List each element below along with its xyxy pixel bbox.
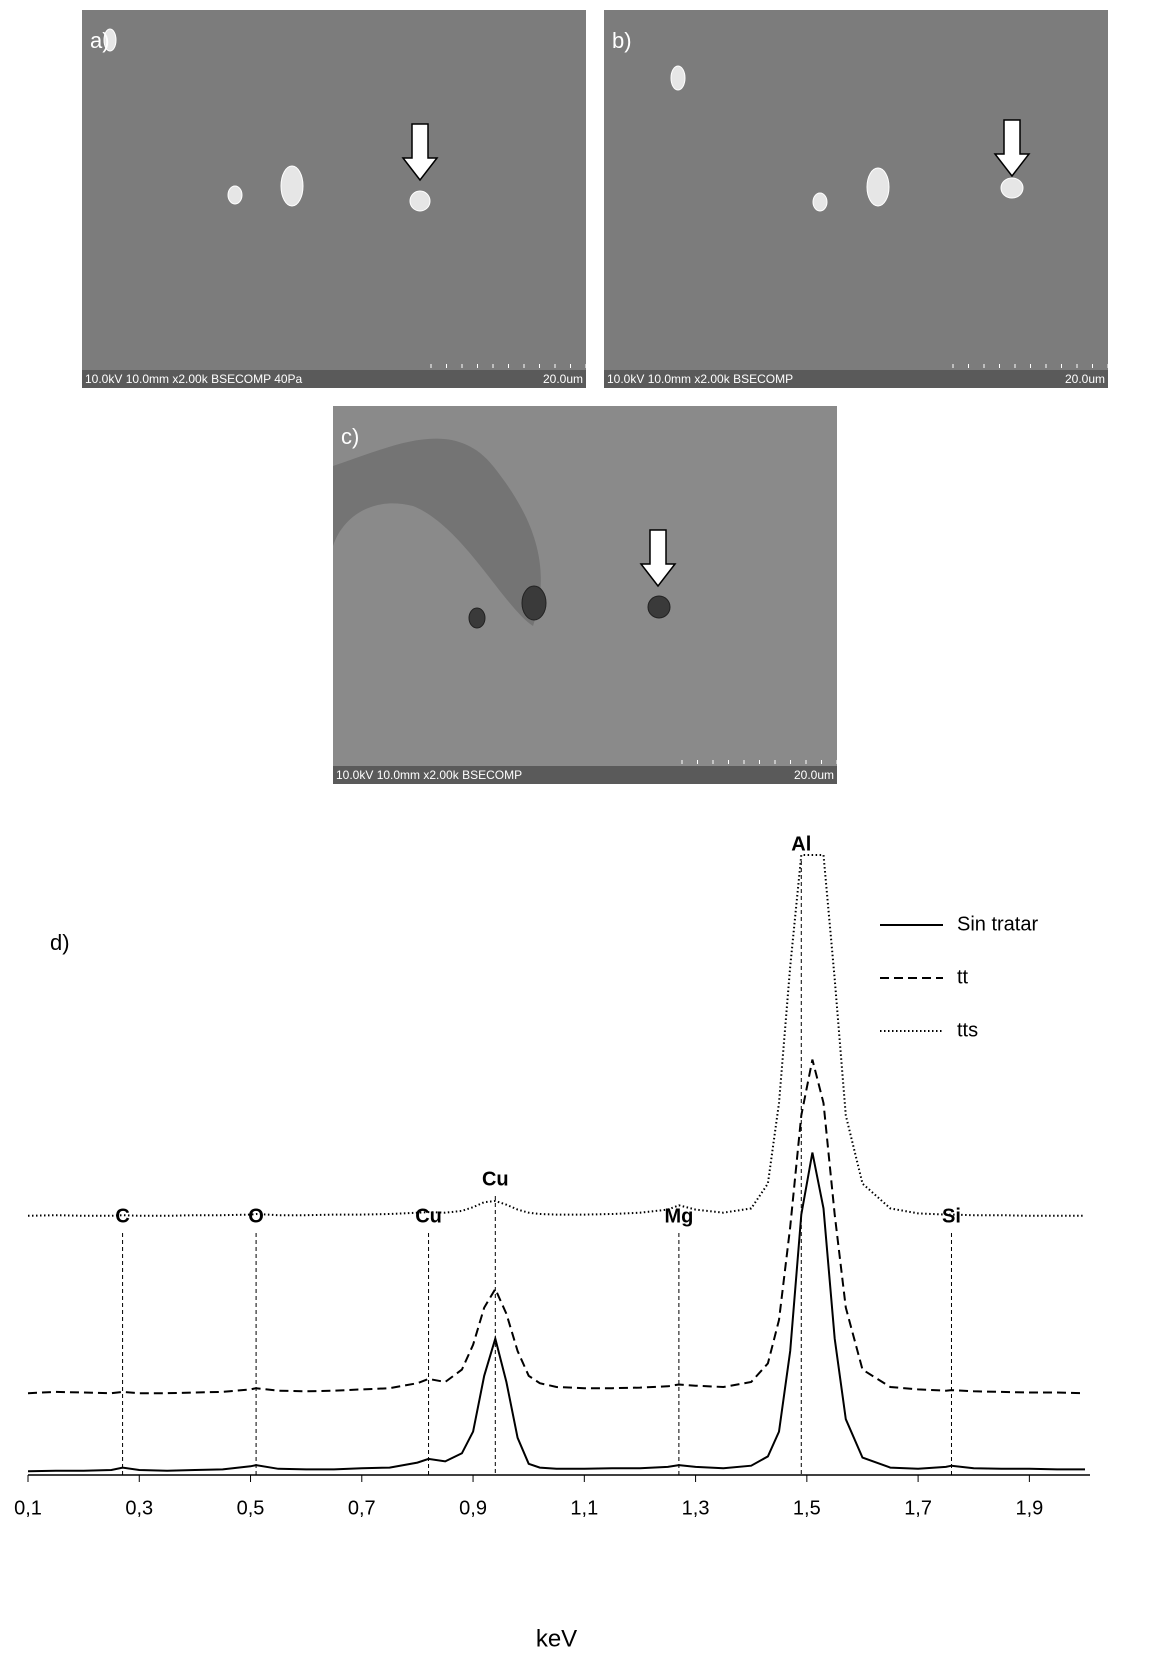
x-tick-label: 0,5 [237, 1497, 265, 1519]
x-tick-label: 1,1 [570, 1497, 598, 1519]
panel-label: d) [50, 930, 70, 955]
particle [867, 168, 889, 206]
particle [228, 186, 242, 204]
particle [281, 166, 303, 206]
element-label: C [115, 1205, 129, 1227]
spectrum-line [28, 1153, 1085, 1472]
x-tick-label: 1,5 [793, 1497, 821, 1519]
x-tick-label: 0,1 [14, 1497, 42, 1519]
sem-info: 10.0kV 10.0mm x2.00k BSECOMP [607, 372, 793, 386]
scale-label: 20.0um [1065, 372, 1105, 386]
panel-label: c) [341, 424, 359, 449]
sem-info: 10.0kV 10.0mm x2.00k BSECOMP [336, 768, 522, 782]
sem-background [82, 10, 586, 388]
x-tick-label: 1,7 [904, 1497, 932, 1519]
element-label: O [248, 1205, 264, 1227]
particle [648, 596, 670, 618]
particle [1001, 178, 1023, 198]
spectrum-line [28, 855, 1085, 1216]
element-label: Cu [482, 1168, 509, 1190]
sem-info: 10.0kV 10.0mm x2.00k BSECOMP 40Pa [85, 372, 303, 386]
x-tick-label: 1,3 [682, 1497, 710, 1519]
sem-image: a) 10.0kV 10.0mm x2.00k BSECOMP 40Pa 20.0u… [82, 10, 586, 388]
particle [469, 608, 485, 628]
x-axis-label: keV [536, 1625, 577, 1652]
particle [813, 193, 827, 211]
particle [522, 586, 546, 620]
scale-label: 20.0um [794, 768, 834, 782]
x-tick-label: 0,3 [125, 1497, 153, 1519]
legend-label: Sin tratar [957, 913, 1038, 935]
x-tick-label: 0,9 [459, 1497, 487, 1519]
sem-image: b) 10.0kV 10.0mm x2.00k BSECOMP 20.0um [604, 10, 1108, 388]
page: a) 10.0kV 10.0mm x2.00k BSECOMP 40Pa 20.0u… [0, 0, 1175, 1669]
legend-label: tts [957, 1019, 978, 1041]
panel-label: a) [90, 28, 110, 53]
element-label: Cu [415, 1205, 442, 1227]
panel-label: b) [612, 28, 632, 53]
particle [671, 66, 685, 90]
figure: a) 10.0kV 10.0mm x2.00k BSECOMP 40Pa 20.0u… [0, 0, 1175, 1664]
element-label: Mg [664, 1205, 693, 1227]
scale-label: 20.0um [543, 372, 583, 386]
sem-image: c) 10.0kV 10.0mm x2.00k BSECOMP 20.0um [333, 406, 837, 784]
particle [410, 191, 430, 211]
element-label: Si [942, 1205, 961, 1227]
x-tick-label: 1,9 [1015, 1497, 1043, 1519]
element-label: Al [791, 833, 811, 855]
spectrum-line [28, 1060, 1085, 1394]
x-tick-label: 0,7 [348, 1497, 376, 1519]
legend-label: tt [957, 966, 969, 988]
